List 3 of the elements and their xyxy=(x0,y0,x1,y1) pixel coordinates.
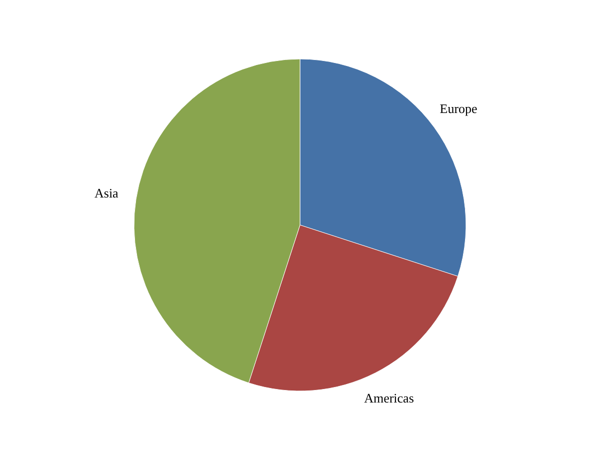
slice-label: Europe xyxy=(440,100,478,116)
slice-label: Americas xyxy=(364,390,414,406)
slice-label: Asia xyxy=(94,185,119,200)
